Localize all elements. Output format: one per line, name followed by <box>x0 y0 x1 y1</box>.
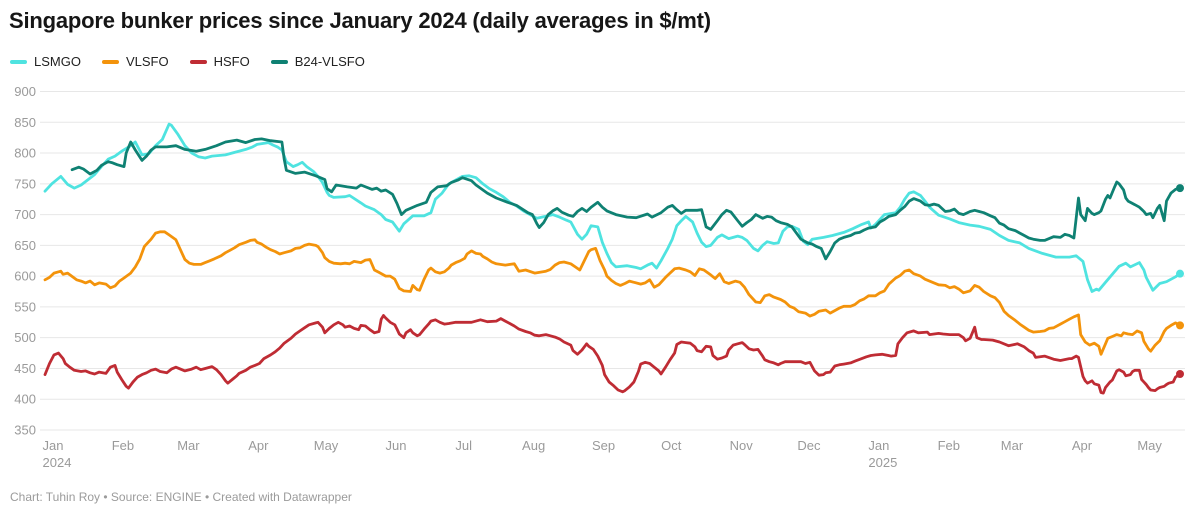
y-axis-tick-label: 400 <box>14 392 36 407</box>
series-end-dot-hsfo <box>1176 369 1184 378</box>
legend-item-hsfo: HSFO <box>189 54 250 69</box>
legend-item-lsmgo: LSMGO <box>10 54 81 69</box>
series-line-b24-vlsfo <box>70 137 1182 261</box>
x-axis-tick-label: Apr <box>248 438 269 453</box>
legend-swatch-icon <box>270 59 288 64</box>
x-axis-tick-label: Sep <box>592 438 615 453</box>
y-axis-tick-label: 900 <box>14 84 36 99</box>
y-axis-tick-label: 650 <box>14 238 36 253</box>
x-axis-tick-label: May <box>314 438 339 453</box>
y-axis-tick-label: 850 <box>14 115 36 130</box>
x-axis-year-label: 2024 <box>43 455 72 470</box>
x-axis-year-label: 2025 <box>868 455 897 470</box>
legend-swatch-icon <box>101 59 119 64</box>
legend-item-vlsfo: VLSFO <box>101 54 169 69</box>
y-axis-tick-label: 450 <box>14 361 36 376</box>
y-axis-tick-label: 600 <box>14 269 36 284</box>
legend: LSMGO VLSFO HSFO B24-VLSFO <box>10 54 365 69</box>
x-axis-tick-label: Jun <box>385 438 406 453</box>
x-axis-tick-label: Jul <box>455 438 472 453</box>
x-axis-tick-label: Feb <box>112 438 134 453</box>
series-end-dot-vlsfo <box>1176 321 1184 330</box>
series-end-dot-lsmgo <box>1176 269 1184 278</box>
x-axis-tick-label: May <box>1137 438 1162 453</box>
x-axis-tick-label: Jan <box>43 438 64 453</box>
x-axis-tick-label: Mar <box>177 438 200 453</box>
y-axis-tick-label: 750 <box>14 176 36 191</box>
legend-label: VLSFO <box>125 54 169 69</box>
chart-attribution: Chart: Tuhin Roy • Source: ENGINE • Crea… <box>10 490 352 504</box>
x-axis-tick-label: Feb <box>938 438 960 453</box>
y-axis-tick-label: 800 <box>14 146 36 161</box>
legend-label: LSMGO <box>34 54 81 69</box>
x-axis-tick-label: Oct <box>661 438 682 453</box>
series-line-lsmgo <box>43 122 1182 293</box>
x-axis-tick-label: Nov <box>730 438 754 453</box>
legend-label: HSFO <box>213 54 250 69</box>
y-axis-tick-label: 700 <box>14 207 36 222</box>
series-line-hsfo <box>43 314 1182 395</box>
y-axis-tick-label: 550 <box>14 299 36 314</box>
page-title: Singapore bunker prices since January 20… <box>9 8 711 33</box>
series-line-vlsfo <box>43 230 1182 356</box>
series-end-dot-b24-vlsfo <box>1176 184 1184 193</box>
y-axis-tick-label: 500 <box>14 330 36 345</box>
x-axis-tick-label: Mar <box>1001 438 1024 453</box>
y-axis-tick-label: 350 <box>14 423 36 438</box>
x-axis-tick-label: Dec <box>797 438 821 453</box>
legend-label: B24-VLSFO <box>294 54 365 69</box>
x-axis-tick-label: Apr <box>1072 438 1093 453</box>
legend-swatch-icon <box>10 59 27 64</box>
legend-item-b24-vlsfo: B24-VLSFO <box>270 54 365 69</box>
x-axis-tick-label: Aug <box>522 438 545 453</box>
legend-swatch-icon <box>189 59 207 64</box>
x-axis-tick-label: Jan <box>868 438 889 453</box>
